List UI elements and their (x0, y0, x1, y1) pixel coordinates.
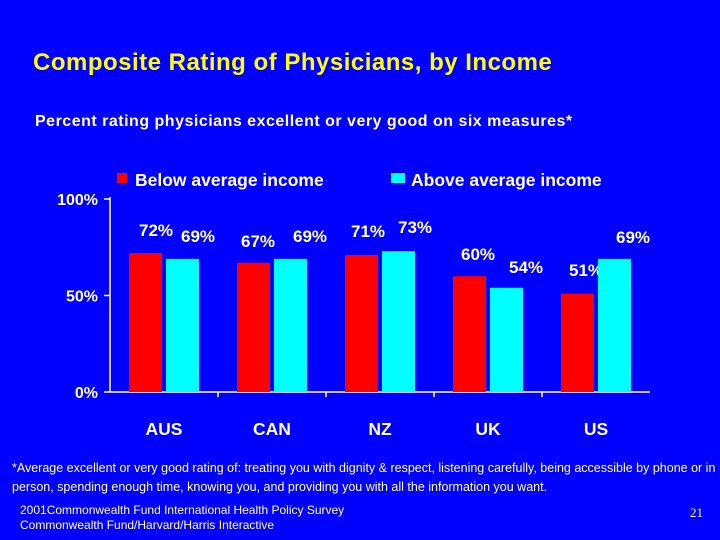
page-title: Composite Rating of Physicians, by Incom… (33, 49, 553, 76)
legend-swatch-below-average (117, 173, 127, 183)
x-category-label: UK (475, 419, 501, 439)
legend-swatch-above-average (391, 173, 405, 183)
footnote: *Average excellent or very good rating o… (12, 461, 716, 494)
chart-legend: Below average income Above average incom… (117, 170, 602, 190)
data-label-below-average-can: 67% (241, 232, 275, 251)
x-category-label: CAN (253, 419, 291, 439)
data-label-above-average-us: 69% (616, 228, 650, 247)
y-tick-label: 100% (57, 192, 98, 209)
legend-label-below-average: Below average income (135, 170, 324, 190)
data-label-above-average-can: 69% (293, 227, 327, 246)
bar-above-average-nz (382, 251, 415, 392)
source-line-2: Commonwealth Fund/Harvard/Harris Interac… (20, 518, 275, 532)
bar-below-average-us (561, 293, 594, 392)
bar-below-average-aus (129, 253, 162, 392)
bar-chart: Below average income Above average incom… (57, 170, 650, 439)
plot-area: 0% 50% 100% 72% 69% AUS 67% 69% CAN 71% 73% NZ 60% 54… (57, 192, 650, 439)
bar-above-average-us (598, 258, 631, 392)
bar-above-average-uk (490, 287, 523, 392)
source-line-1: 2001Commonwealth Fund International Heal… (20, 503, 345, 517)
data-label-below-average-nz: 71% (351, 222, 385, 241)
bar-below-average-uk (453, 276, 486, 392)
data-label-below-average-us: 51% (569, 261, 603, 280)
x-category-label: NZ (368, 419, 392, 439)
y-tick-label: 0% (75, 385, 98, 402)
bar-above-average-aus (166, 258, 199, 392)
bar-above-average-can (274, 258, 307, 392)
data-label-above-average-uk: 54% (509, 258, 543, 277)
y-tick-label: 50% (66, 289, 98, 306)
chart-subtitle: Percent rating physicians excellent or v… (35, 113, 573, 130)
data-label-below-average-uk: 60% (461, 245, 495, 264)
legend-label-above-average: Above average income (411, 170, 602, 190)
data-label-below-average-aus: 72% (139, 221, 173, 240)
source-note: 2001Commonwealth Fund International Heal… (20, 503, 344, 533)
bar-below-average-nz (345, 254, 378, 392)
page-number: 21 (690, 505, 703, 520)
data-label-above-average-nz: 73% (398, 218, 432, 237)
bar-below-average-can (237, 262, 270, 392)
x-category-label: US (584, 419, 608, 439)
data-label-above-average-aus: 69% (181, 227, 215, 246)
x-category-label: AUS (146, 419, 183, 439)
